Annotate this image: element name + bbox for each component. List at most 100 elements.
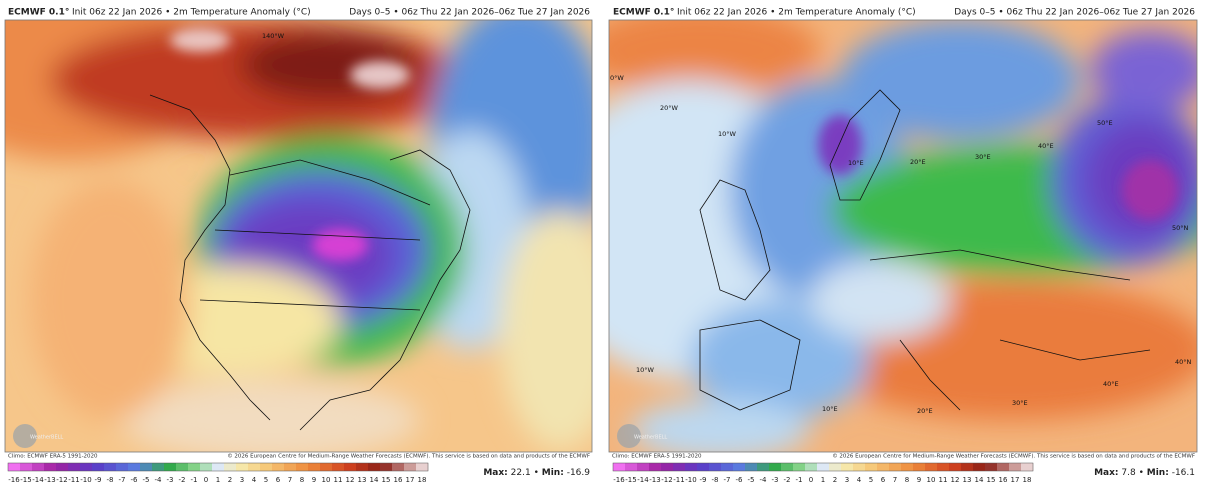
map-label: 40°N [1175,358,1192,366]
colorbar-label: -9 [95,476,102,484]
model: ECMWF 0.1° [613,8,674,18]
colorbar-swatch [625,463,638,471]
colorbar-swatch [709,463,722,471]
colorbar-label: -6 [131,476,139,484]
colorbar-swatch [104,463,117,471]
colorbar-label: 10 [927,476,936,484]
colorbar-label: 7 [288,476,292,484]
max-label: Max: [483,468,507,478]
colorbar-label: -7 [724,476,731,484]
colorbar-label: -12 [56,476,67,484]
colorbar-label: 3 [845,476,849,484]
colorbar-swatch [200,463,213,471]
colorbar-label: -4 [155,476,163,484]
max-min: Max: 7.8 • Min: -16.1 [1094,468,1195,478]
separator: • [534,468,539,478]
colorbar-label: 17 [1011,476,1020,484]
colorbar-swatch [212,463,225,471]
min-label: Min: [542,468,564,478]
map-label: 30°E [1012,399,1028,407]
colorbar-swatch [308,463,321,471]
colorbar-label: 13 [963,476,972,484]
colorbar-label: -2 [784,476,791,484]
map-label: 40°E [1038,142,1054,150]
colorbar-swatch [272,463,285,471]
colorbar-swatch [661,463,674,471]
colorbar-label: -3 [167,476,174,484]
colorbar-swatch [769,463,782,471]
colorbar-swatch [344,463,357,471]
colorbar-swatch [296,463,309,471]
colorbar-swatch [416,463,429,471]
colorbar-swatch [793,463,806,471]
colorbar-label: -13 [44,476,55,484]
colorbar-swatch [8,463,21,471]
colorbar-label: -14 [32,476,44,484]
colorbar-label: -13 [649,476,660,484]
colorbar-label: -5 [143,476,150,484]
max-label: Max: [1094,468,1118,478]
colorbar-swatch [973,463,986,471]
colorbar-label: 5 [264,476,268,484]
subtitle: Init 06z 22 Jan 2026 • 2m Temperature An… [72,8,311,18]
colorbar-swatch [176,463,189,471]
colorbar-swatch [925,463,938,471]
max-min: Max: 22.1 • Min: -16.9 [483,468,590,478]
colorbar-label: 2 [833,476,837,484]
map-label: 140°W [262,32,285,40]
colorbar-swatch [757,463,770,471]
colorbar-frame [7,462,429,472]
map-label: 20°W [660,104,679,112]
colorbar-swatch [32,463,45,471]
climo: Climo: ECMWF ERA-5 1991-2020 [612,454,702,460]
colorbar-swatch [649,463,662,471]
colorbar-label: -15 [20,476,31,484]
colorbar-swatch [937,463,950,471]
colorbar-swatch [116,463,129,471]
colorbar-swatch [236,463,249,471]
map: 140°W WeatherBELL [5,20,592,452]
colorbar-swatch [721,463,734,471]
colorbar-swatch [781,463,794,471]
colorbar-label: -6 [736,476,744,484]
colorbar-label: -12 [661,476,672,484]
colorbar-label: 6 [276,476,281,484]
max: 22.1 [511,468,531,478]
colorbar-label: 14 [370,476,379,484]
colorbar-swatch [152,463,165,471]
colorbar-label: -11 [68,476,79,484]
panel-north-america: ECMWF 0.1° Init 06z 22 Jan 2026 • 2m Tem… [4,8,593,484]
colorbar-label: 0 [809,476,813,484]
colorbar-label: 11 [939,476,948,484]
colorbar-swatch [20,463,33,471]
map-label: 50°N [1172,224,1189,232]
colorbar-swatch [380,463,393,471]
colorbar-label: 11 [334,476,343,484]
colorbar-swatch [392,463,405,471]
map: 0°W 20°W 10°W 10°E 20°E 30°E 40°E 50°E 5… [609,20,1197,452]
logo: WeatherBELL [634,435,667,441]
colorbar-swatch [817,463,830,471]
colorbar-swatch [889,463,902,471]
colorbar-label: 5 [869,476,873,484]
colorbar-swatch [404,463,417,471]
panel-europe: ECMWF 0.1° Init 06z 22 Jan 2026 • 2m Tem… [608,8,1198,484]
colorbar-swatch [284,463,297,471]
colorbar-swatch [368,463,381,471]
colorbar-label: 15 [987,476,996,484]
colorbar-swatch [841,463,854,471]
colorbar-swatch [949,463,962,471]
colorbar-label: -4 [760,476,768,484]
colorbar-swatch [128,463,141,471]
colorbar-swatch [164,463,177,471]
colorbar-label: -10 [80,476,91,484]
colorbar-label: 13 [358,476,367,484]
colorbar-swatch [853,463,866,471]
colorbar-label: -14 [637,476,649,484]
colorbar-frame [612,462,1034,472]
colorbar-label: -7 [119,476,126,484]
colorbar-swatch [733,463,746,471]
colorbar-label: 16 [999,476,1008,484]
colorbar-label: -1 [191,476,198,484]
colorbar-swatch [224,463,237,471]
